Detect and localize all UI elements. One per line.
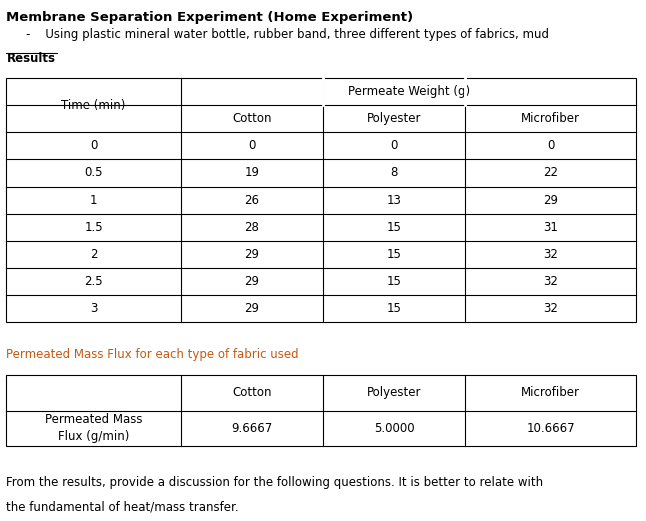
Text: Time (min): Time (min) (61, 99, 126, 111)
Text: 15: 15 (386, 275, 402, 288)
Text: 31: 31 (543, 221, 558, 233)
Text: 26: 26 (244, 194, 260, 206)
Text: 29: 29 (244, 248, 260, 260)
Text: Membrane Separation Experiment (Home Experiment): Membrane Separation Experiment (Home Exp… (6, 11, 413, 24)
Text: 5.0000: 5.0000 (374, 422, 414, 435)
Text: 0: 0 (248, 140, 256, 152)
Text: 3: 3 (90, 302, 98, 315)
Text: 29: 29 (244, 275, 260, 288)
Text: 0: 0 (547, 140, 554, 152)
Text: 2: 2 (90, 248, 98, 260)
Text: 2.5: 2.5 (85, 275, 103, 288)
Text: Microfiber: Microfiber (521, 387, 580, 399)
Text: 10.6667: 10.6667 (526, 422, 575, 435)
Text: 32: 32 (543, 302, 558, 315)
Text: 9.6667: 9.6667 (231, 422, 273, 435)
Text: 0: 0 (90, 140, 98, 152)
Text: 15: 15 (386, 302, 402, 315)
Text: From the results, provide a discussion for the following questions. It is better: From the results, provide a discussion f… (6, 476, 543, 489)
Text: 32: 32 (543, 248, 558, 260)
Text: Polyester: Polyester (367, 387, 421, 399)
Bar (6, 375, 636, 446)
Text: 15: 15 (386, 248, 402, 260)
Text: -    Using plastic mineral water bottle, rubber band, three different types of f: - Using plastic mineral water bottle, ru… (26, 28, 549, 41)
Text: 8: 8 (390, 167, 398, 179)
Text: 15: 15 (386, 221, 402, 233)
Text: Permeate Weight (g): Permeate Weight (g) (348, 85, 470, 98)
Text: Cotton: Cotton (232, 387, 272, 399)
Text: the fundamental of heat/mass transfer.: the fundamental of heat/mass transfer. (6, 500, 239, 513)
Text: 1.5: 1.5 (85, 221, 103, 233)
Text: 29: 29 (543, 194, 558, 206)
Text: 19: 19 (244, 167, 260, 179)
Text: Polyester: Polyester (367, 113, 421, 125)
Text: Microfiber: Microfiber (521, 113, 580, 125)
Text: 13: 13 (386, 194, 402, 206)
Text: 1: 1 (90, 194, 98, 206)
Text: 32: 32 (543, 275, 558, 288)
Text: Permeated Mass
Flux (g/min): Permeated Mass Flux (g/min) (45, 413, 142, 443)
Text: 28: 28 (244, 221, 260, 233)
Text: Cotton: Cotton (232, 113, 272, 125)
Text: 29: 29 (244, 302, 260, 315)
Text: 0.5: 0.5 (85, 167, 103, 179)
Text: 22: 22 (543, 167, 558, 179)
Text: Permeated Mass Flux for each type of fabric used: Permeated Mass Flux for each type of fab… (6, 348, 299, 361)
Text: 0: 0 (390, 140, 398, 152)
Bar (6, 78, 636, 322)
Text: Results: Results (6, 52, 56, 65)
